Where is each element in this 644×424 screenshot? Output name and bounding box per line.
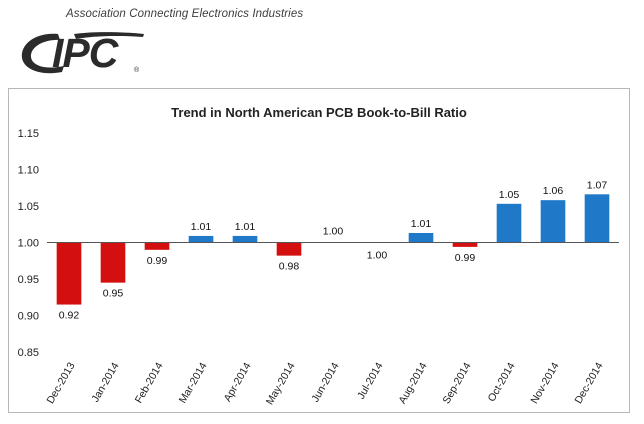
data-label: 1.01 bbox=[191, 221, 212, 233]
y-tick-label: 1.15 bbox=[18, 128, 39, 140]
bar bbox=[452, 242, 478, 247]
x-tick-label: Dec-2014 bbox=[572, 360, 605, 406]
y-tick-label: 0.90 bbox=[18, 311, 39, 323]
bar bbox=[584, 194, 610, 243]
x-tick-label: Jan-2014 bbox=[89, 360, 121, 404]
data-label: 1.07 bbox=[587, 179, 608, 191]
bar bbox=[100, 242, 126, 283]
y-axis: 0.85 0.90 0.95 1.00 1.05 1.10 1.15 bbox=[18, 128, 39, 359]
data-label: 0.98 bbox=[279, 261, 300, 273]
x-tick-label: May-2014 bbox=[264, 360, 298, 407]
y-tick-label: 0.85 bbox=[18, 347, 39, 359]
logo-text: IPC bbox=[52, 30, 118, 76]
tagline: Association Connecting Electronics Indus… bbox=[66, 8, 304, 20]
data-label: 0.92 bbox=[59, 310, 80, 322]
y-tick-label: 0.95 bbox=[18, 274, 39, 286]
x-axis: Dec-2013 Jan-2014 Feb-2014 Mar-2014 Apr-2014… bbox=[44, 360, 605, 407]
data-label: 1.00 bbox=[367, 250, 388, 262]
data-label: 1.06 bbox=[543, 185, 564, 197]
chart-container: Trend in North American PCB Book-to-Bill… bbox=[8, 88, 630, 413]
x-tick-label: Feb-2014 bbox=[133, 360, 166, 405]
x-tick-label: Mar-2014 bbox=[177, 360, 210, 405]
x-tick-label: Jul-2014 bbox=[355, 360, 386, 401]
x-tick-label: Oct-2014 bbox=[486, 360, 518, 404]
bar-series bbox=[56, 194, 610, 305]
bar bbox=[408, 233, 434, 243]
registered-mark: ® bbox=[134, 67, 140, 74]
bar bbox=[56, 242, 82, 305]
data-label: 1.01 bbox=[235, 221, 256, 233]
bar bbox=[496, 203, 522, 243]
bar bbox=[276, 242, 302, 256]
data-label: 1.01 bbox=[411, 218, 432, 230]
bar-chart: 0.850.900.951.001.051.101.15 0.920.950.9… bbox=[18, 128, 619, 407]
data-label: 1.05 bbox=[499, 189, 520, 201]
data-label: 1.00 bbox=[323, 226, 344, 238]
data-label: 0.99 bbox=[147, 255, 168, 267]
data-labels: 0.92 0.95 0.99 1.01 1.01 0.98 1.00 1.00 1.01 0.99… bbox=[59, 179, 608, 321]
x-tick-label: Jun-2014 bbox=[309, 360, 341, 404]
logo-swoosh-icon bbox=[21, 32, 144, 74]
bar bbox=[188, 235, 214, 243]
y-tick-label: 1.10 bbox=[18, 165, 39, 177]
data-label: 0.99 bbox=[455, 252, 476, 264]
x-tick-label: Apr-2014 bbox=[222, 360, 254, 404]
bar bbox=[232, 235, 258, 243]
bar bbox=[144, 242, 170, 250]
y-tick-label: 1.05 bbox=[18, 201, 39, 213]
x-tick-label: Aug-2014 bbox=[396, 360, 429, 406]
chart-title: Trend in North American PCB Book-to-Bill… bbox=[171, 105, 467, 120]
bar bbox=[540, 200, 566, 243]
y-tick-label: 1.00 bbox=[18, 238, 39, 250]
x-tick-label: Nov-2014 bbox=[528, 360, 561, 406]
x-tick-label: Sep-2014 bbox=[440, 360, 473, 406]
x-tick-label: Dec-2013 bbox=[44, 360, 77, 406]
data-label: 0.95 bbox=[103, 288, 124, 300]
